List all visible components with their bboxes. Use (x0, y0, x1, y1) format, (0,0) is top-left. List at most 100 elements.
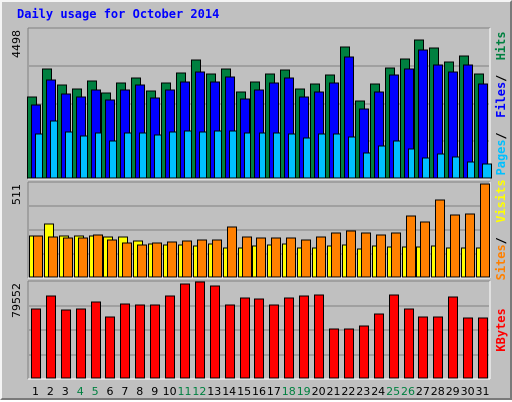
bar-sites-18 (286, 237, 296, 278)
bar-kbytes-29 (448, 296, 458, 379)
x-tick-label: 14 (222, 385, 236, 398)
bar-sites-20 (316, 236, 326, 278)
bar-kbytes-23 (359, 325, 369, 379)
bar-sites-5 (93, 234, 103, 278)
bar-sites-19 (301, 239, 311, 278)
bar-kbytes-5 (91, 301, 101, 379)
legend-sites: Sites (494, 244, 508, 280)
bar-sites-26 (406, 215, 416, 278)
bar-sites-7 (122, 242, 132, 278)
bar-kbytes-21 (329, 328, 339, 379)
legend-pages: Pages (494, 139, 508, 175)
bar-kbytes-2 (46, 295, 56, 379)
bar-sites-14 (227, 226, 237, 278)
bar-sites-24 (376, 234, 386, 278)
bar-sites-13 (212, 239, 222, 278)
bar-kbytes-17 (269, 304, 279, 379)
legend-visits: Visits (494, 179, 508, 222)
bar-sites-4 (78, 237, 88, 278)
x-tick-label: 12 (192, 385, 206, 398)
bar-kbytes-8 (135, 304, 145, 379)
x-tick-label: 25 (386, 385, 400, 398)
bar-kbytes-1 (31, 308, 41, 379)
x-tick-label: 8 (136, 385, 143, 398)
bar-kbytes-26 (404, 308, 414, 379)
x-tick-label: 27 (416, 385, 430, 398)
ymax-label: 4498 (10, 30, 23, 58)
bar-kbytes-24 (374, 313, 384, 379)
bar-sites-2 (48, 236, 58, 278)
bar-sites-30 (465, 213, 475, 278)
bar-sites-17 (271, 237, 281, 278)
bar-sites-29 (450, 214, 460, 278)
x-tick-label: 5 (92, 385, 99, 398)
bar-kbytes-11 (180, 283, 190, 379)
bar-kbytes-9 (150, 304, 160, 379)
bar-sites-23 (361, 232, 371, 278)
x-tick-label: 7 (121, 385, 128, 398)
x-tick-label: 13 (207, 385, 221, 398)
legend-separator: / (494, 237, 508, 244)
x-tick-label: 1 (32, 385, 39, 398)
bar-sites-1 (33, 235, 43, 278)
bar-kbytes-20 (314, 294, 324, 379)
x-tick-label: 26 (401, 385, 415, 398)
bar-kbytes-4 (76, 308, 86, 379)
x-tick-label: 30 (461, 385, 475, 398)
legend-separator: / (494, 75, 508, 82)
bar-sites-31 (480, 183, 490, 278)
bar-sites-3 (63, 237, 73, 278)
x-tick-label: 6 (107, 385, 114, 398)
bar-sites-28 (435, 199, 445, 278)
x-tick-label: 18 (282, 385, 296, 398)
bar-sites-6 (107, 239, 117, 278)
bar-kbytes-12 (195, 281, 205, 379)
x-tick-label: 2 (47, 385, 54, 398)
x-tick-label: 23 (356, 385, 370, 398)
bar-sites-22 (346, 230, 356, 278)
bar-files-30 (463, 64, 473, 179)
chart-title: Daily usage for October 2014 (17, 7, 220, 21)
bar-kbytes-14 (225, 304, 235, 379)
bar-kbytes-7 (120, 303, 130, 379)
bar-sites-21 (331, 232, 341, 278)
x-tick-label: 17 (267, 385, 281, 398)
x-tick-label: 4 (77, 385, 84, 398)
x-tick-label: 24 (371, 385, 385, 398)
x-tick-label: 3 (62, 385, 69, 398)
bar-sites-9 (152, 242, 162, 278)
x-tick-label: 19 (297, 385, 311, 398)
bar-kbytes-16 (254, 298, 264, 379)
x-tick-label: 16 (252, 385, 266, 398)
bar-kbytes-19 (299, 295, 309, 379)
bar-kbytes-6 (105, 316, 115, 379)
bar-kbytes-28 (433, 316, 443, 379)
bar-kbytes-13 (210, 285, 220, 379)
bar-sites-8 (137, 244, 147, 278)
bar-kbytes-25 (389, 294, 399, 379)
bar-pages-31 (482, 163, 492, 179)
x-tick-label: 11 (178, 385, 192, 398)
bar-sites-16 (256, 237, 266, 278)
bar-kbytes-30 (463, 317, 473, 379)
bar-sites-10 (167, 241, 177, 278)
ymax-label: 511 (10, 184, 23, 205)
x-tick-label: 21 (327, 385, 341, 398)
bar-kbytes-31 (478, 317, 488, 379)
x-tick-label: 20 (312, 385, 326, 398)
legend-kbytes: KBytes (494, 308, 508, 351)
bar-sites-12 (197, 239, 207, 278)
ymax-label: 79552 (10, 283, 23, 318)
x-tick-label: 15 (237, 385, 251, 398)
x-tick-label: 29 (446, 385, 460, 398)
bar-sites-15 (242, 236, 252, 278)
legend-files: Files (494, 82, 508, 118)
bar-kbytes-15 (240, 297, 250, 379)
x-tick-label: 22 (341, 385, 355, 398)
bar-sites-11 (182, 240, 192, 278)
legend-hits: Hits (494, 31, 508, 60)
bar-kbytes-22 (344, 328, 354, 379)
x-tick-label: 31 (476, 385, 490, 398)
